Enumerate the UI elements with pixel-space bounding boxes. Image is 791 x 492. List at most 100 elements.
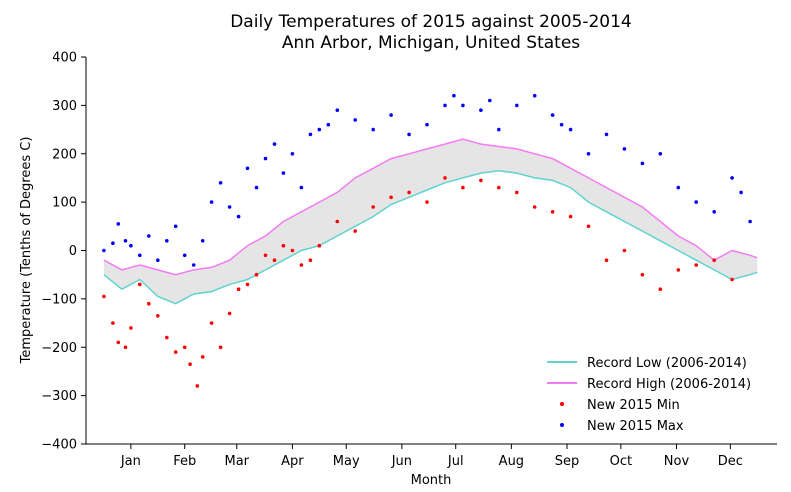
- new-2015-max-point: [165, 239, 169, 243]
- new-2015-max-point: [299, 185, 304, 190]
- new-2015-min-point: [281, 243, 286, 248]
- new-2015-max-point: [694, 200, 698, 204]
- new-2015-min-point: [443, 176, 447, 180]
- x-tick-label: Jan: [120, 454, 141, 469]
- new-2015-min-point: [195, 384, 200, 388]
- record-high-line: [103, 138, 758, 276]
- new-2015-max-point: [676, 185, 681, 190]
- new-2015-min-point: [111, 321, 115, 325]
- new-2015-max-point: [622, 147, 627, 151]
- new-2015-max-point: [452, 93, 456, 98]
- x-tick-label: Jun: [391, 454, 412, 469]
- new-2015-max-point: [138, 253, 142, 258]
- new-2015-max-point: [488, 98, 492, 103]
- new-2015-min-point: [209, 321, 214, 325]
- new-2015-max-point: [712, 210, 716, 214]
- new-2015-max-point: [550, 113, 555, 117]
- new-2015-min-point: [165, 335, 169, 340]
- new-2015-max-point: [739, 190, 743, 195]
- new-2015-min-point: [218, 345, 223, 350]
- x-tick-label: Aug: [499, 454, 524, 469]
- new-2015-min-point: [532, 205, 537, 209]
- new-2015-max-point: [389, 113, 393, 117]
- new-2015-max-point: [532, 93, 537, 98]
- series-point-layer: [102, 93, 752, 388]
- new-2015-min-point: [182, 345, 187, 350]
- x-tick-label: Apr: [281, 454, 304, 469]
- new-2015-max-point: [209, 200, 214, 204]
- new-2015-min-point: [299, 263, 304, 267]
- new-2015-max-point: [640, 161, 645, 166]
- new-2015-max-point: [353, 118, 358, 122]
- new-2015-max-point: [335, 108, 340, 112]
- new-2015-min-point: [173, 350, 178, 354]
- new-2015-min-point: [425, 200, 429, 204]
- y-tick-label: 100: [52, 196, 77, 211]
- new-2015-min-point: [335, 219, 340, 224]
- new-2015-max-point: [290, 152, 295, 156]
- new-2015-max-point: [102, 248, 106, 253]
- series-line-layer: [103, 138, 758, 305]
- x-tick-label: Nov: [664, 454, 690, 469]
- new-2015-min-point: [290, 248, 295, 253]
- new-2015-max-point: [748, 219, 752, 224]
- new-2015-max-point: [245, 166, 250, 171]
- y-tick-label: −200: [41, 341, 77, 356]
- x-tick-label: Mar: [224, 454, 249, 469]
- new-2015-max-point: [129, 243, 133, 248]
- y-tick-label: −400: [41, 438, 77, 453]
- new-2015-min-point: [694, 263, 698, 267]
- new-2015-min-point: [188, 362, 192, 367]
- record-range-fill-layer: [103, 139, 758, 304]
- legend-point-swatch: [560, 423, 564, 427]
- new-2015-min-point: [407, 190, 411, 195]
- new-2015-max-point: [191, 263, 196, 267]
- new-2015-max-point: [147, 234, 151, 238]
- new-2015-min-point: [102, 294, 106, 299]
- x-tick-label: Jul: [447, 454, 464, 469]
- new-2015-max-point: [116, 222, 121, 226]
- new-2015-max-point: [586, 152, 591, 156]
- new-2015-min-point: [604, 258, 609, 263]
- new-2015-max-point: [604, 132, 609, 137]
- new-2015-max-point: [182, 253, 187, 258]
- record-range-band: [103, 139, 758, 304]
- new-2015-max-point: [568, 127, 573, 132]
- legend-point-swatch: [560, 402, 564, 406]
- new-2015-max-point: [730, 176, 734, 180]
- new-2015-min-point: [147, 301, 151, 306]
- new-2015-max-point: [173, 224, 178, 229]
- new-2015-max-point: [254, 185, 259, 190]
- new-2015-max-point: [407, 132, 411, 137]
- chart-subtitle: Ann Arbor, Michigan, United States: [282, 33, 580, 53]
- new-2015-max-point: [658, 152, 663, 156]
- new-2015-min-point: [129, 326, 133, 330]
- new-2015-max-point: [308, 132, 313, 137]
- new-2015-min-point: [497, 185, 501, 190]
- new-2015-max-point: [443, 103, 447, 108]
- x-tick-label: May: [333, 454, 360, 469]
- new-2015-min-point: [568, 214, 573, 219]
- legend-entry-label: Record Low (2006-2014): [587, 356, 747, 371]
- new-2015-min-point: [479, 178, 483, 183]
- new-2015-min-point: [586, 224, 591, 229]
- new-2015-max-point: [515, 103, 519, 108]
- new-2015-min-point: [640, 272, 645, 277]
- new-2015-min-point: [116, 340, 121, 345]
- new-2015-max-point: [559, 122, 564, 127]
- new-2015-max-point: [227, 205, 232, 209]
- new-2015-max-point: [281, 171, 286, 175]
- new-2015-min-point: [254, 272, 259, 277]
- new-2015-max-point: [123, 239, 128, 243]
- y-tick-group: −400 −300 −200 −100 0 100 200 300 400: [41, 51, 86, 453]
- y-tick-label: −100: [41, 292, 77, 307]
- new-2015-min-point: [227, 311, 232, 316]
- new-2015-min-point: [622, 248, 627, 253]
- y-axis-label: Temperature (Tenths of Degrees C): [19, 137, 34, 365]
- new-2015-min-point: [308, 258, 313, 263]
- new-2015-min-point: [389, 195, 393, 200]
- chart-legend: Record Low (2006-2014) Record High (2006-…: [547, 356, 751, 434]
- y-tick-label: 400: [52, 51, 77, 66]
- new-2015-min-point: [550, 210, 555, 214]
